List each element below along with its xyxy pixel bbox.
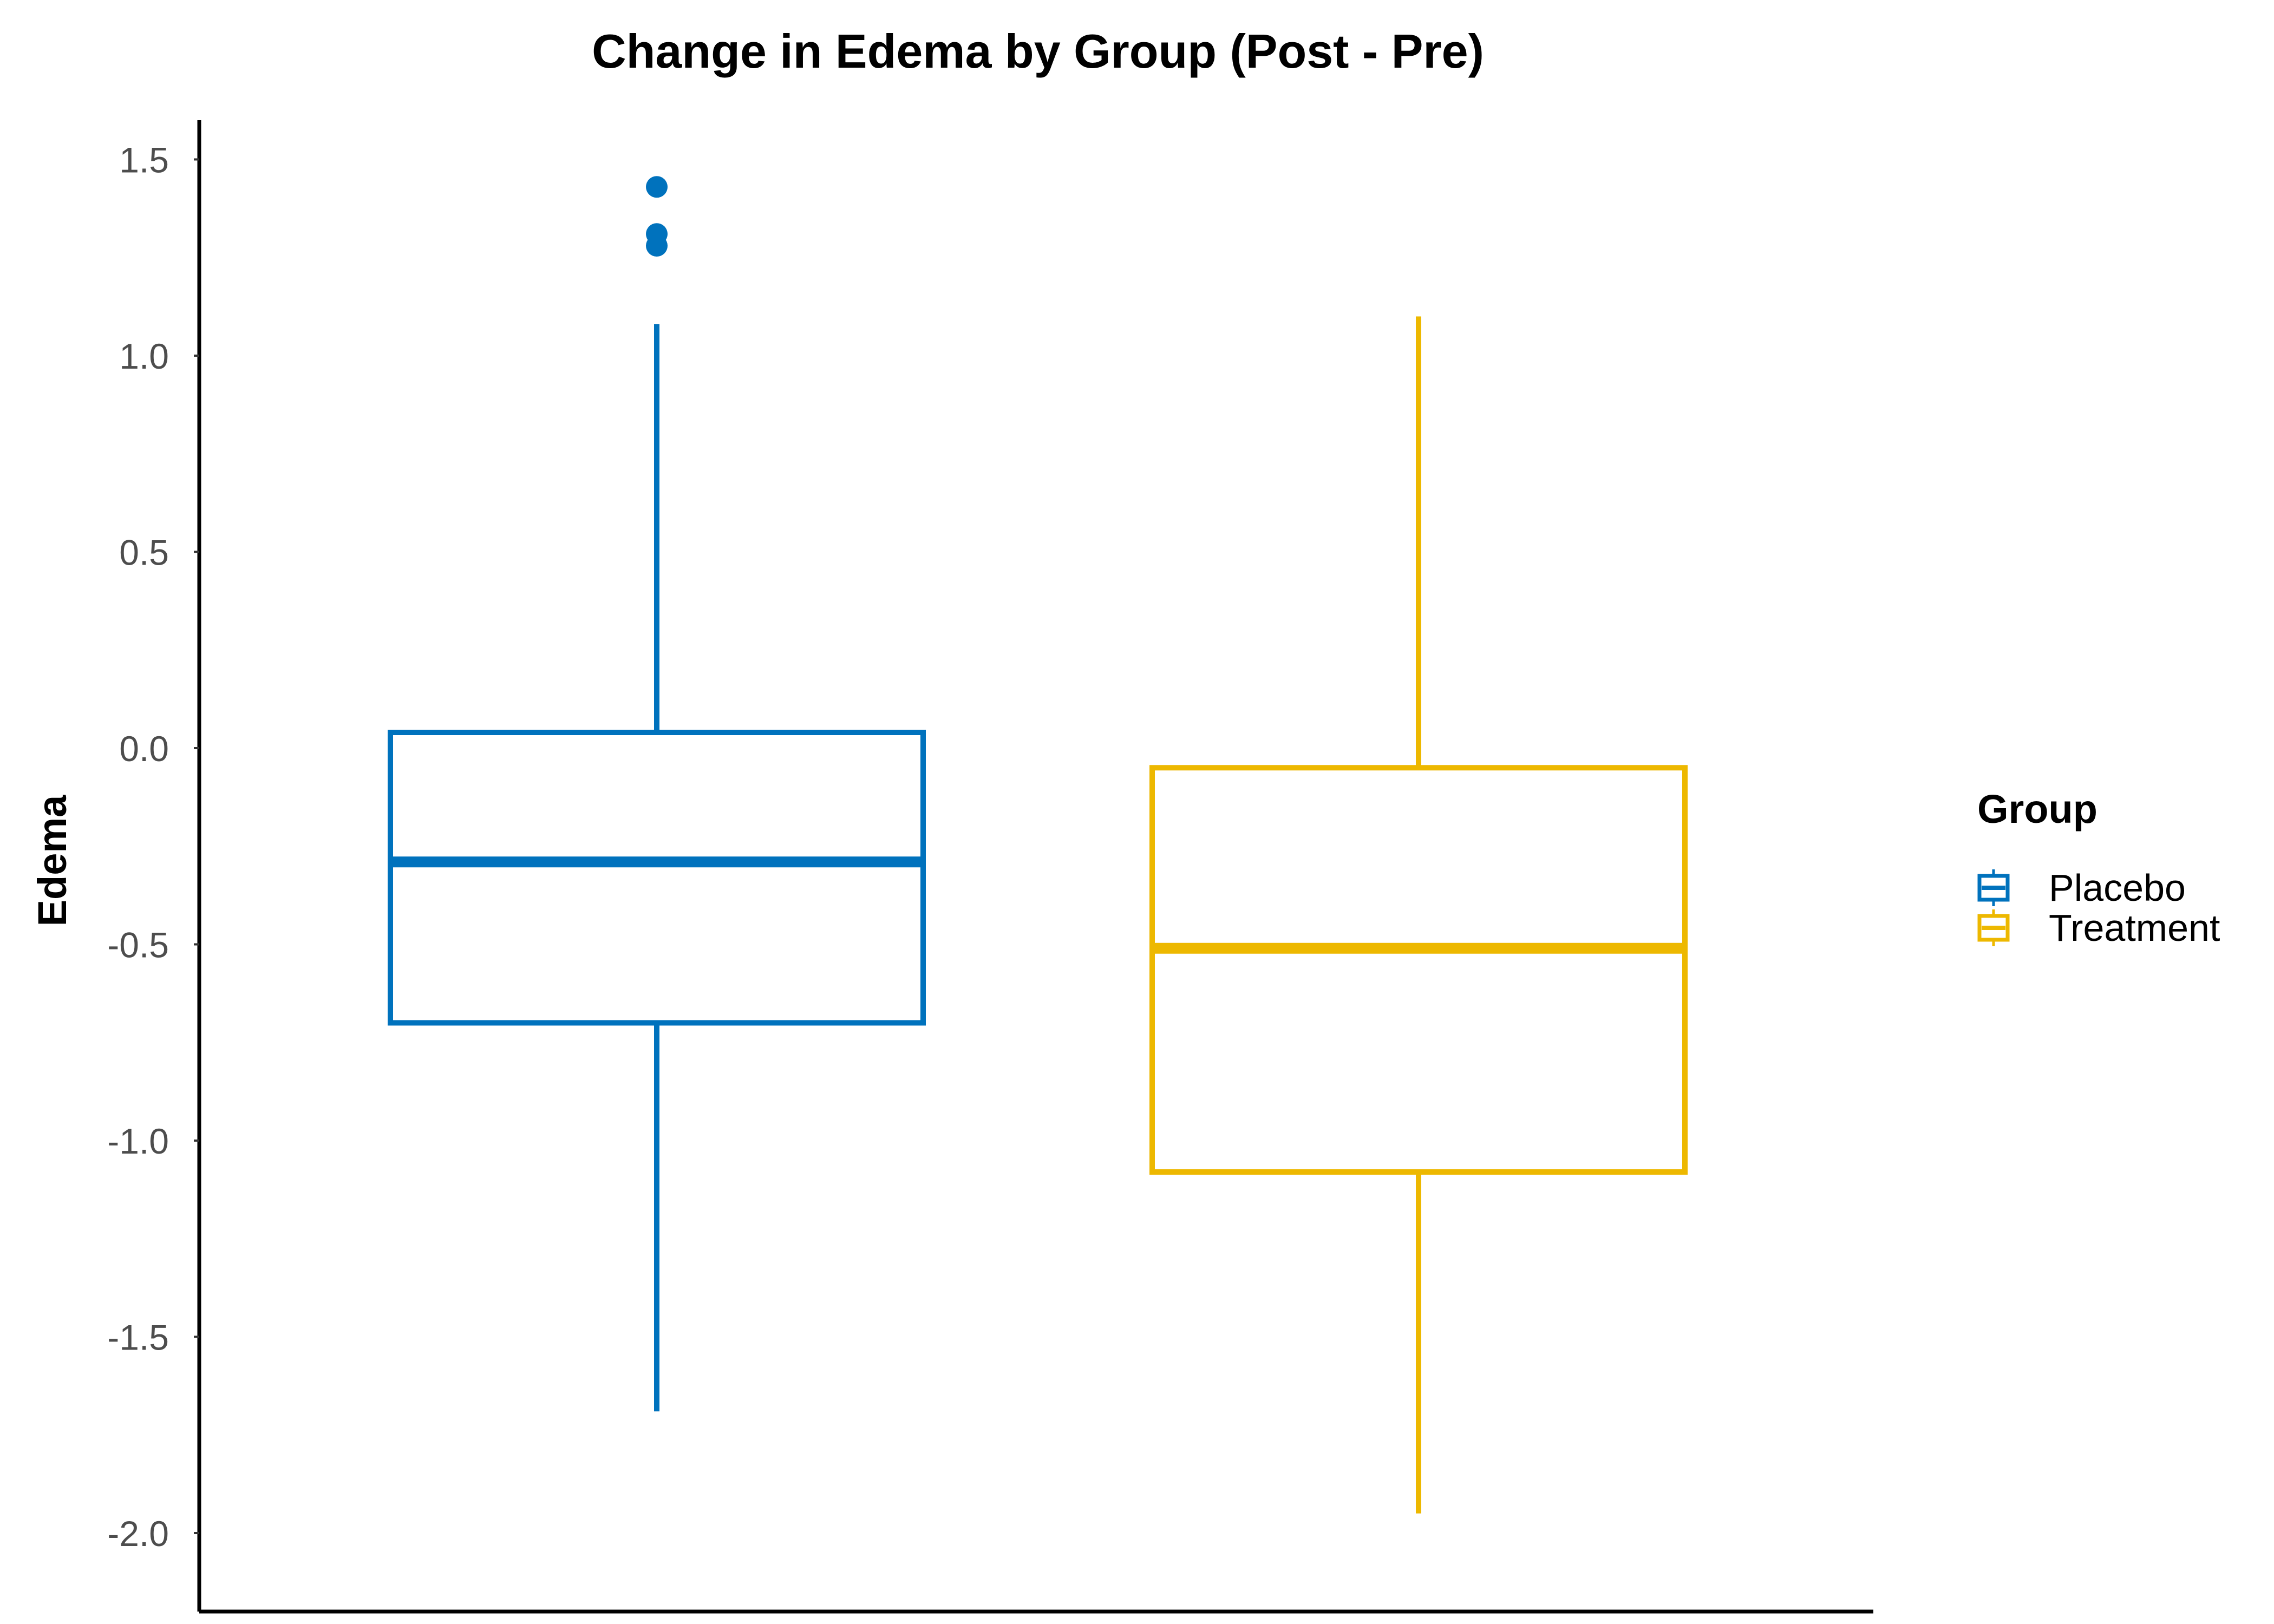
y-axis-ticks: 1.5 1.0 0.5 0.0 -0.5 -1.0 -1.5 -2.0 (107, 140, 199, 1554)
boxplot-series (388, 176, 1688, 1514)
legend-key-treatment (1977, 909, 2010, 946)
y-tick-label: -1.5 (107, 1318, 169, 1358)
legend-title: Group (1977, 787, 2097, 831)
y-tick-label: 1.5 (119, 140, 169, 180)
legend-label-treatment: Treatment (2049, 907, 2220, 949)
y-tick-label: -1.0 (107, 1121, 169, 1161)
outlier-point-placebo (646, 176, 668, 198)
chart-title: Change in Edema by Group (Post - Pre) (592, 24, 1484, 78)
iqr-box-treatment (1149, 765, 1688, 1175)
y-tick-label: -2.0 (107, 1514, 169, 1554)
box-placebo (388, 176, 926, 1412)
legend-label-placebo: Placebo (2049, 867, 2186, 909)
iqr-box-placebo (388, 730, 926, 1026)
box-treatment (1149, 316, 1688, 1514)
outlier-point-placebo (646, 235, 668, 257)
y-tick-label: 1.0 (119, 336, 169, 376)
y-tick-label: -0.5 (107, 925, 169, 965)
y-tick-label: 0.5 (119, 533, 169, 573)
legend-key-placebo (1977, 869, 2010, 906)
y-tick-label: 0.0 (119, 729, 169, 769)
y-axis-title: Edema (30, 795, 75, 927)
